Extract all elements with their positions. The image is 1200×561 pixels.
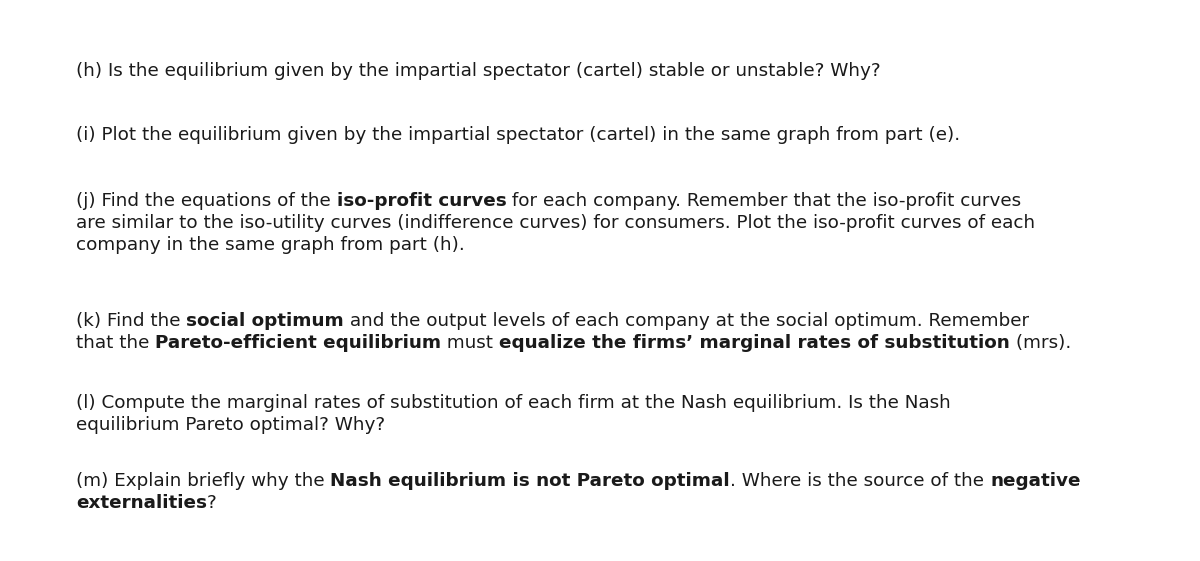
Text: company in the same graph from part (h).: company in the same graph from part (h). — [76, 236, 464, 254]
Text: (j) Find the equations of the: (j) Find the equations of the — [76, 192, 337, 210]
Text: (m) Explain briefly why the: (m) Explain briefly why the — [76, 472, 330, 490]
Text: equilibrium Pareto optimal? Why?: equilibrium Pareto optimal? Why? — [76, 416, 385, 434]
Text: ?: ? — [206, 494, 217, 512]
Text: iso-profit curves: iso-profit curves — [337, 192, 506, 210]
Text: (mrs).: (mrs). — [1010, 334, 1072, 352]
Text: . Where is the source of the: . Where is the source of the — [730, 472, 990, 490]
Text: and the output levels of each company at the social optimum. Remember: and the output levels of each company at… — [344, 312, 1030, 330]
Text: are similar to the iso-utility curves (indifference curves) for consumers. Plot : are similar to the iso-utility curves (i… — [76, 214, 1036, 232]
Text: Pareto-efficient equilibrium: Pareto-efficient equilibrium — [155, 334, 442, 352]
Text: that the: that the — [76, 334, 155, 352]
Text: for each company. Remember that the iso-profit curves: for each company. Remember that the iso-… — [506, 192, 1021, 210]
Text: (k) Find the: (k) Find the — [76, 312, 186, 330]
Text: (i) Plot the equilibrium given by the impartial spectator (cartel) in the same g: (i) Plot the equilibrium given by the im… — [76, 126, 960, 144]
Text: (h) Is the equilibrium given by the impartial spectator (cartel) stable or unsta: (h) Is the equilibrium given by the impa… — [76, 62, 881, 80]
Text: equalize the firms’ marginal rates of substitution: equalize the firms’ marginal rates of su… — [499, 334, 1010, 352]
Text: negative: negative — [990, 472, 1080, 490]
Text: social optimum: social optimum — [186, 312, 344, 330]
Text: must: must — [442, 334, 499, 352]
Text: Nash equilibrium is not Pareto optimal: Nash equilibrium is not Pareto optimal — [330, 472, 730, 490]
Text: (l) Compute the marginal rates of substitution of each firm at the Nash equilibr: (l) Compute the marginal rates of substi… — [76, 394, 950, 412]
Text: externalities: externalities — [76, 494, 208, 512]
